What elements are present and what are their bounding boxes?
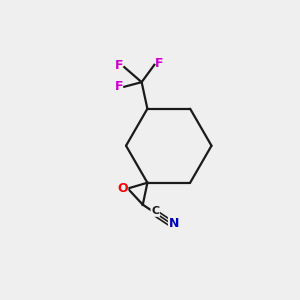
Text: F: F [115, 59, 124, 73]
Text: N: N [169, 217, 179, 230]
Text: O: O [117, 182, 128, 195]
Text: F: F [155, 57, 164, 70]
Text: F: F [115, 80, 124, 93]
Text: C: C [151, 206, 159, 216]
